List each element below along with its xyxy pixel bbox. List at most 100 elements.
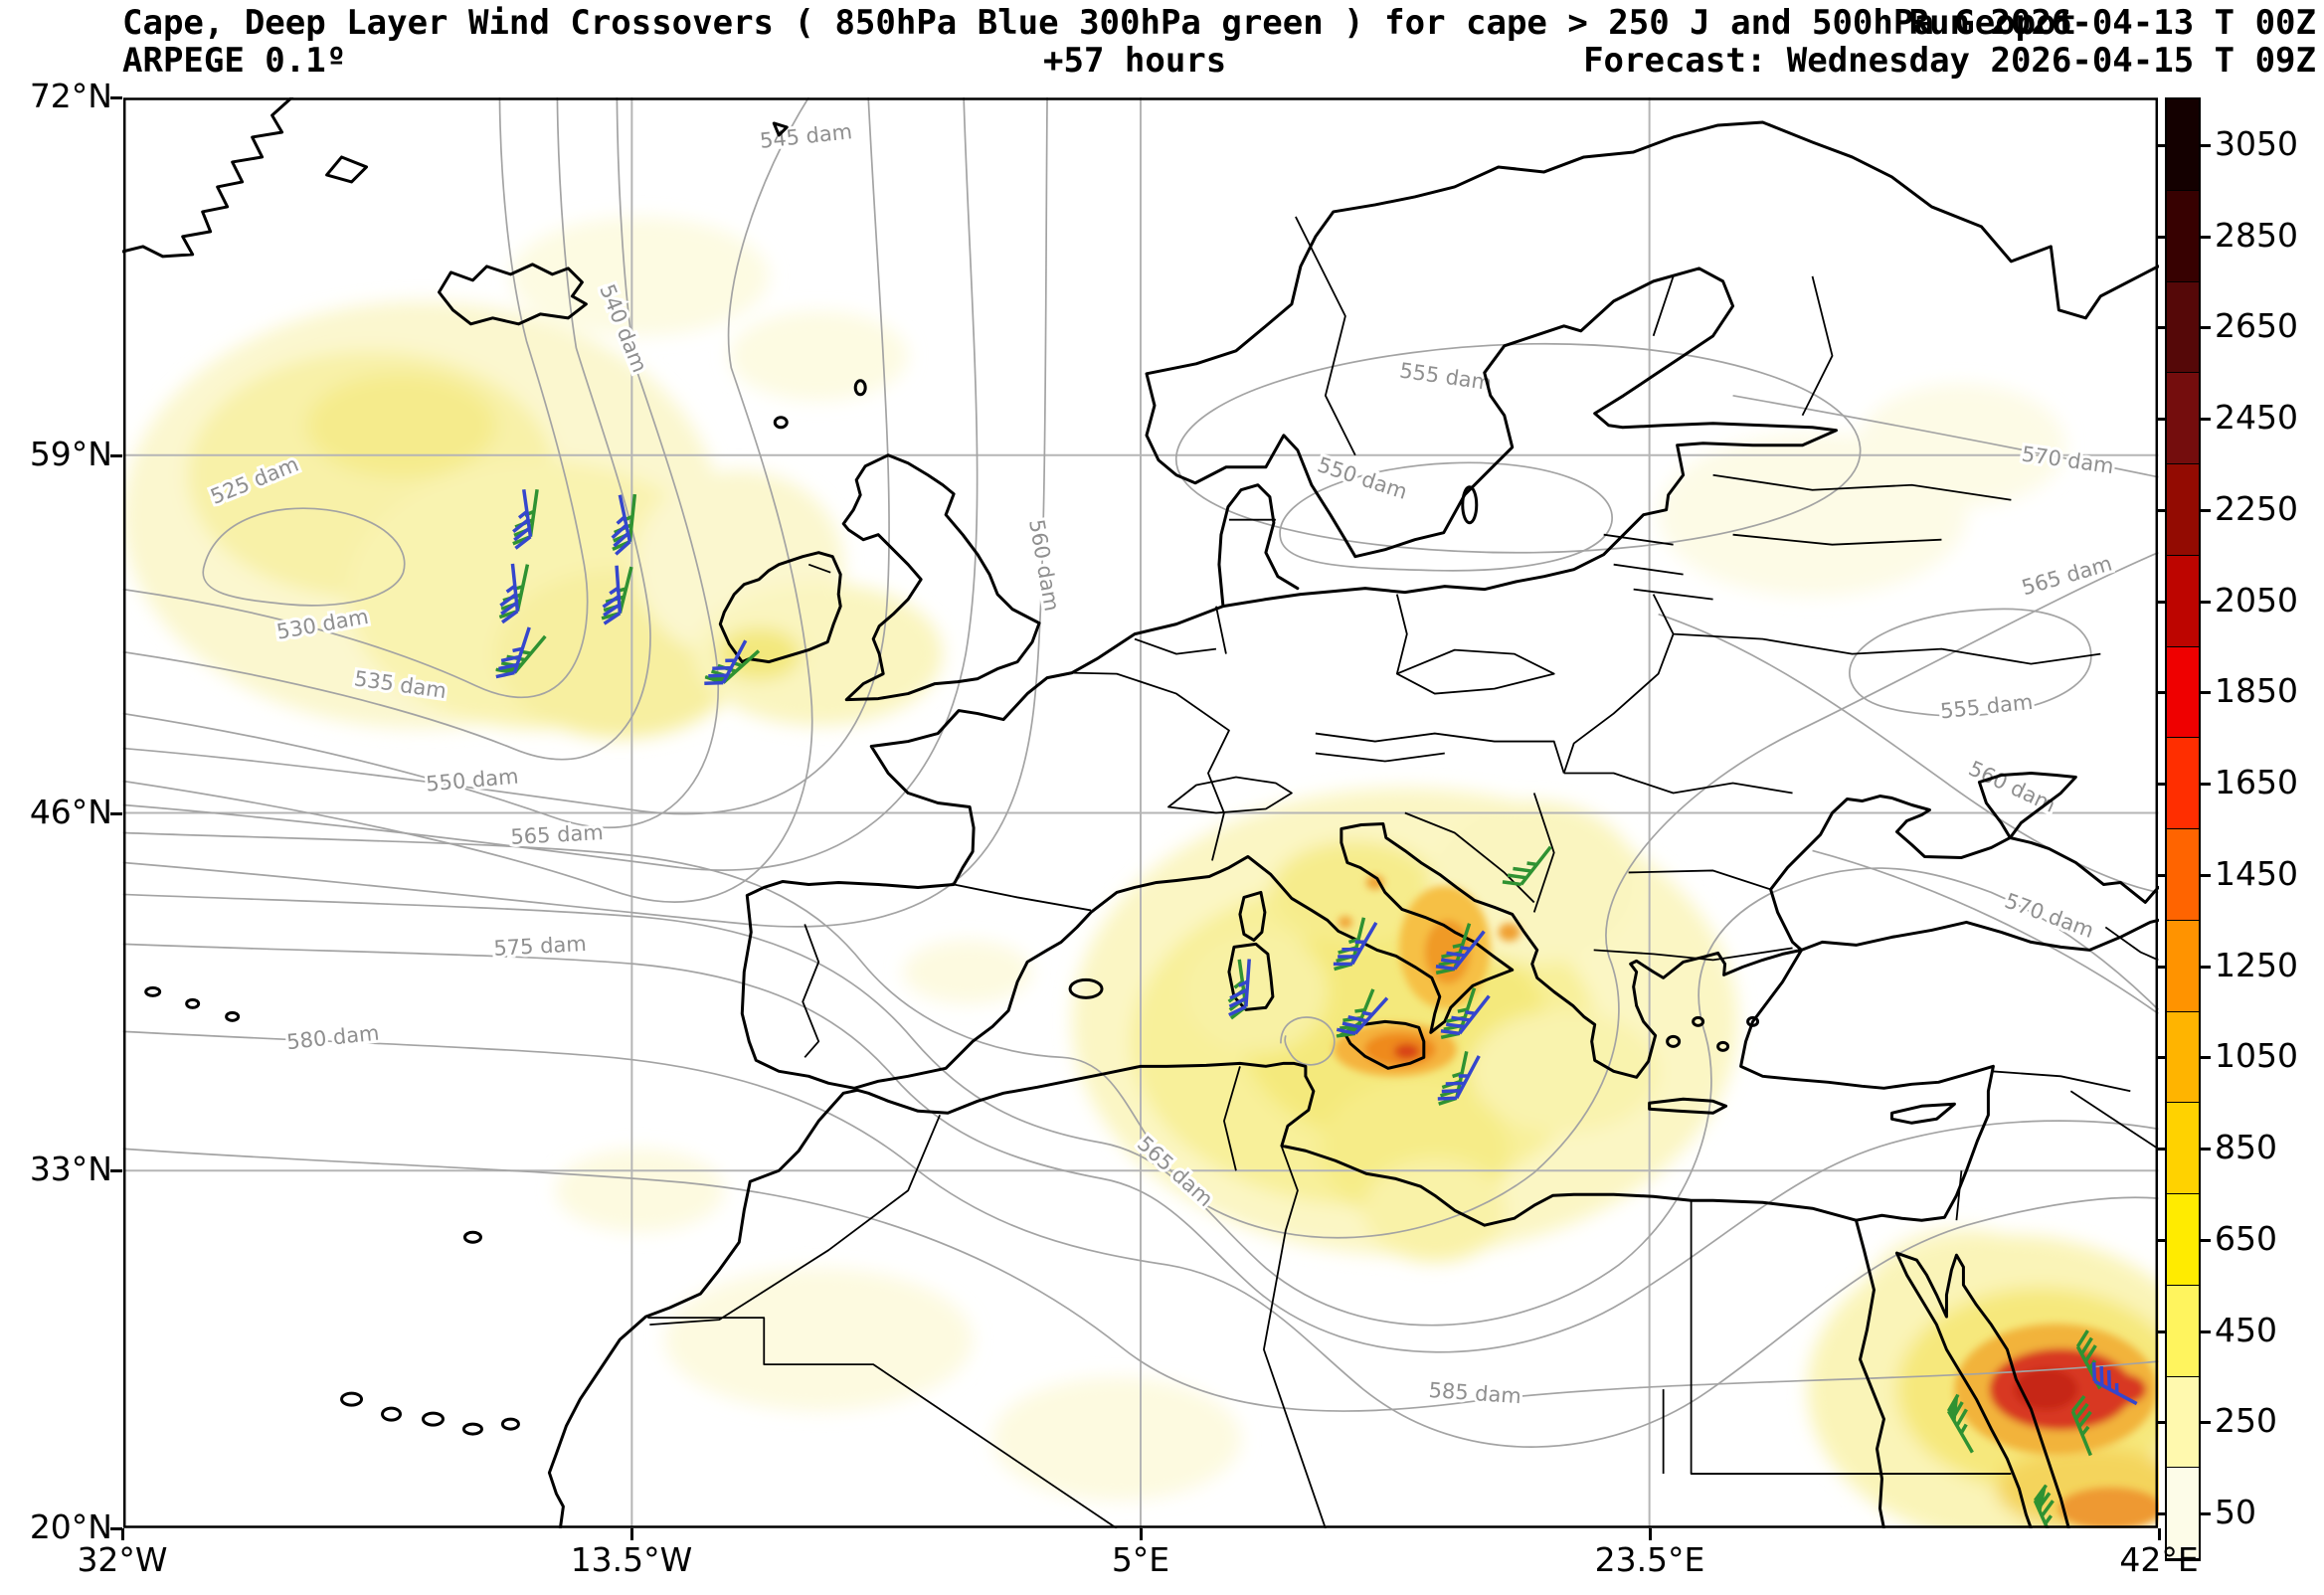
colorbar-tick-mark-left: [2157, 1329, 2165, 1333]
colorbar-tick-mark-left: [2157, 1421, 2165, 1425]
colorbar-tick-mark: [2201, 600, 2211, 604]
map-canvas: 525 dam 530 dam 535 dam 540 dam 545 dam 550 d…: [121, 95, 2216, 1545]
colorbar-tick-mark: [2201, 1148, 2211, 1152]
colorbar-tick-mark-left: [2157, 1238, 2165, 1242]
colorbar-tick-mark-left: [2157, 1056, 2165, 1060]
colorbar-tick-mark: [2201, 143, 2211, 147]
cape-shading: [122, 216, 2216, 1543]
lon-tick-label: 5°E: [1111, 1540, 1170, 1579]
colorbar-segment: [2167, 281, 2199, 374]
colorbar-segment: [2167, 1011, 2199, 1104]
lat-tick-mark: [110, 811, 122, 815]
colorbar-tick-mark: [2201, 235, 2211, 239]
wind-barb: [1946, 1393, 1974, 1454]
colorbar-tick-mark-left: [2157, 691, 2165, 695]
model-label: ARPEGE 0.1º: [122, 41, 347, 81]
colorbar-tick-label: 1250: [2215, 945, 2298, 984]
wind-barb: [2075, 1329, 2102, 1390]
lat-tick-label: 20°N: [29, 1507, 112, 1546]
cape-colorbar: [2165, 97, 2201, 1561]
lat-tick-mark: [110, 1527, 122, 1530]
colorbar-tick-mark-left: [2157, 508, 2165, 512]
colorbar-tick-mark: [2201, 418, 2211, 422]
colorbar-tick-label: 650: [2215, 1218, 2277, 1258]
lon-tick-label: 13.5°W: [570, 1540, 693, 1579]
wind-barb: [1440, 994, 1491, 1036]
wind-barb: [611, 494, 632, 556]
lon-tick-mark: [1140, 1528, 1143, 1540]
wind-barb: [704, 639, 748, 686]
colorbar-tick-label: 1650: [2215, 763, 2298, 802]
coastlines: [121, 95, 2160, 1530]
colorbar-tick-mark: [2201, 965, 2211, 969]
wind-barb: [1336, 996, 1389, 1036]
lat-tick-mark: [110, 453, 122, 457]
colorbar-tick-label: 250: [2215, 1401, 2277, 1441]
colorbar-tick-label: 850: [2215, 1128, 2277, 1167]
map-frame: [122, 97, 2159, 1528]
lat-tick-mark: [110, 96, 122, 99]
wind-barb: [499, 563, 520, 624]
wind-barb: [495, 626, 531, 679]
wind-barb: [1502, 845, 1552, 887]
colorbar-tick-mark-left: [2157, 143, 2165, 147]
colorbar-tick-mark-left: [2157, 873, 2165, 877]
colorbar-segment: [2167, 646, 2199, 739]
lat-tick-label: 33°N: [29, 1150, 112, 1189]
lon-tick-mark: [1649, 1528, 1652, 1540]
colorbar-tick-label: 450: [2215, 1310, 2277, 1349]
lon-tick-mark: [630, 1528, 633, 1540]
colorbar-tick-mark-left: [2157, 1512, 2165, 1516]
wind-barb: [512, 488, 533, 550]
colorbar-segment: [2167, 920, 2199, 1012]
lead-time-label: +57 hours: [1043, 41, 1227, 81]
wind-barb: [1437, 1055, 1481, 1101]
colorbar-tick-mark: [2201, 326, 2211, 330]
colorbar-tick-label: 1050: [2215, 1036, 2298, 1076]
colorbar-tick-label: 1850: [2215, 671, 2298, 711]
colorbar-tick-label: 2050: [2215, 580, 2298, 620]
wind-barb: [2070, 1395, 2092, 1457]
wind-barb: [1333, 921, 1378, 967]
contour-label: 575 dam: [493, 932, 587, 961]
colorbar-tick-label: 2850: [2215, 215, 2298, 255]
colorbar-segment: [2167, 1468, 2199, 1559]
colorbar-segment: [2167, 1103, 2199, 1194]
lon-tick-label: 23.5°E: [1594, 1540, 1705, 1579]
colorbar-tick-mark: [2201, 1238, 2211, 1242]
colorbar-tick-mark: [2201, 783, 2211, 787]
colorbar-tick-label: 1450: [2215, 853, 2298, 893]
wind-barb: [602, 565, 623, 625]
lon-tick-label: 42°E: [2119, 1540, 2199, 1579]
colorbar-segment: [2167, 1376, 2199, 1469]
lon-tick-mark: [121, 1528, 124, 1540]
colorbar-tick-mark: [2201, 1512, 2211, 1516]
colorbar-tick-mark-left: [2157, 600, 2165, 604]
country-borders: [647, 216, 2159, 1529]
colorbar-tick-mark-left: [2157, 418, 2165, 422]
colorbar-segment: [2167, 190, 2199, 282]
colorbar-segment: [2167, 555, 2199, 647]
colorbar-tick-mark-left: [2157, 235, 2165, 239]
lat-tick-label: 59°N: [29, 434, 112, 473]
colorbar-tick-label: 2250: [2215, 488, 2298, 528]
wind-barb: [1435, 930, 1486, 972]
colorbar-tick-mark-left: [2157, 965, 2165, 969]
colorbar-tick-mark: [2201, 1421, 2211, 1425]
run-label: Run 2026-04-13 T 00Z: [1908, 3, 2316, 43]
geopotential-contours: [122, 96, 2159, 1448]
colorbar-tick-mark-left: [2157, 326, 2165, 330]
colorbar-tick-label: 2450: [2215, 398, 2298, 438]
colorbar-tick-mark: [2201, 1329, 2211, 1333]
lat-tick-label: 46°N: [29, 792, 112, 831]
colorbar-tick-mark-left: [2157, 783, 2165, 787]
colorbar-segment: [2167, 373, 2199, 464]
colorbar-tick-mark: [2201, 1056, 2211, 1060]
colorbar-tick-mark: [2201, 508, 2211, 512]
colorbar-tick-label: 2650: [2215, 306, 2298, 346]
lat-tick-mark: [110, 1169, 122, 1173]
wind-barb: [1228, 959, 1251, 1017]
contour-label: 565 dam: [510, 820, 604, 849]
colorbar-segment: [2167, 1194, 2199, 1286]
